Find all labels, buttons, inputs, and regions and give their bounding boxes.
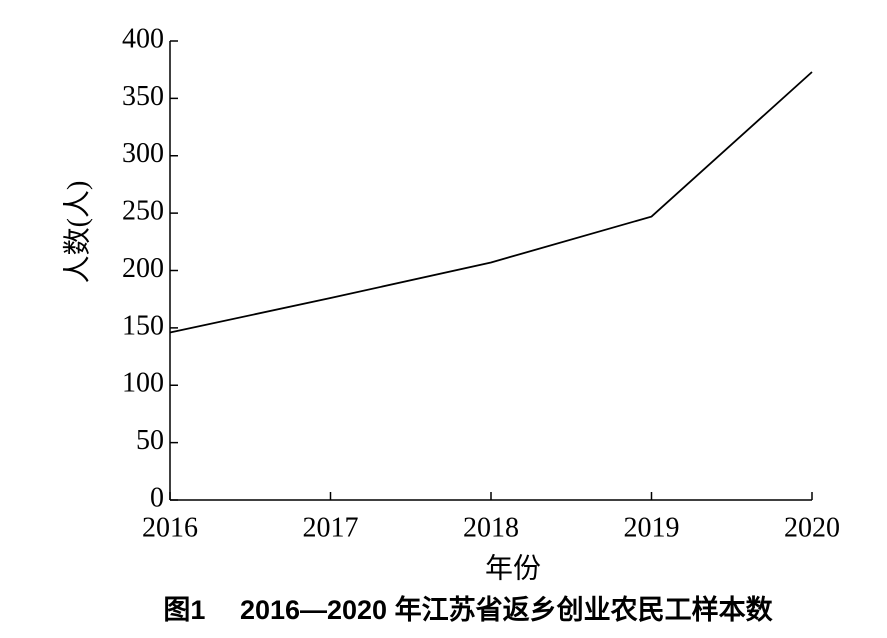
y-axis-label: 人数(人) xyxy=(61,181,93,284)
y-tick-label: 300 xyxy=(122,138,164,169)
y-tick-label: 50 xyxy=(136,425,164,456)
x-tick-label: 2019 xyxy=(624,512,680,543)
chart-title: 图1 2016—2020 年江苏省返乡创业农民工样本数 xyxy=(163,594,773,625)
y-tick-label: 250 xyxy=(122,196,164,227)
y-tick-label: 350 xyxy=(122,81,164,112)
y-tick-label: 150 xyxy=(122,310,164,341)
x-tick-label: 2017 xyxy=(303,512,359,543)
x-axis-label: 年份 xyxy=(485,552,541,584)
y-tick-label: 200 xyxy=(122,253,164,284)
x-tick-label: 2016 xyxy=(142,512,198,543)
series-line xyxy=(169,71,813,334)
x-tick-label: 2018 xyxy=(463,512,519,543)
x-tick-label: 2020 xyxy=(784,512,840,543)
y-tick-label: 0 xyxy=(150,482,164,513)
y-tick-label: 100 xyxy=(122,368,164,399)
y-tick-label: 400 xyxy=(122,23,164,54)
